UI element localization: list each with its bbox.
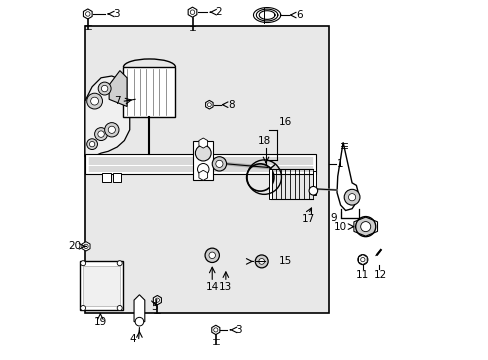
Text: 16: 16 [278,117,291,127]
Text: 19: 19 [94,317,107,327]
Circle shape [204,248,219,262]
Text: 11: 11 [355,270,369,280]
Text: 4: 4 [129,333,136,343]
Circle shape [207,103,211,107]
Circle shape [89,141,95,147]
Circle shape [81,261,85,266]
Polygon shape [199,138,207,148]
Polygon shape [82,242,90,251]
Circle shape [117,306,122,311]
Circle shape [98,131,104,137]
Bar [83,266,120,306]
Text: 5: 5 [151,302,158,312]
Circle shape [197,163,208,175]
Bar [268,168,271,199]
Circle shape [190,10,194,14]
Bar [85,26,328,313]
Text: 3: 3 [235,325,241,335]
Bar [102,173,110,181]
Bar [113,173,121,181]
Text: 3: 3 [113,9,119,19]
Circle shape [155,298,159,302]
Polygon shape [134,295,144,321]
Circle shape [360,222,370,231]
Circle shape [208,252,215,258]
Circle shape [81,306,85,311]
Polygon shape [211,325,220,334]
Circle shape [94,128,107,140]
Text: 10: 10 [333,222,346,231]
Circle shape [213,328,218,332]
Circle shape [255,255,267,268]
Circle shape [86,93,102,109]
Text: 9: 9 [330,213,336,222]
Circle shape [86,139,97,149]
Circle shape [83,244,88,248]
Text: 1: 1 [336,159,343,169]
Circle shape [348,194,355,201]
Circle shape [90,97,99,105]
Polygon shape [205,100,213,109]
Polygon shape [336,142,358,211]
Polygon shape [153,296,161,305]
Bar [123,67,175,117]
Circle shape [344,189,359,205]
Text: 17: 17 [301,214,314,224]
Circle shape [360,257,364,262]
Text: 12: 12 [373,270,386,280]
Bar [80,261,123,310]
Circle shape [258,258,264,264]
Polygon shape [109,71,127,107]
Circle shape [357,255,367,265]
Polygon shape [188,7,197,17]
Bar [312,171,316,195]
Circle shape [215,160,223,167]
Text: 20: 20 [68,241,81,251]
Text: 8: 8 [228,100,235,110]
Text: 7: 7 [114,96,121,106]
Polygon shape [83,9,92,19]
Bar [85,154,316,174]
Text: 18: 18 [257,136,270,146]
Circle shape [85,12,90,16]
Circle shape [135,318,143,326]
Text: 14: 14 [205,282,219,292]
Polygon shape [358,255,366,265]
Circle shape [195,145,211,161]
Bar [193,140,213,180]
Text: 6: 6 [296,10,303,20]
Polygon shape [199,170,207,180]
Circle shape [355,217,375,237]
Circle shape [98,82,111,95]
Circle shape [212,157,226,171]
Text: 2: 2 [215,7,221,17]
Text: 13: 13 [219,282,232,292]
Circle shape [101,85,108,92]
Text: 15: 15 [279,256,292,266]
Circle shape [117,261,122,266]
Circle shape [108,126,115,134]
Circle shape [104,123,119,137]
Circle shape [308,186,317,195]
Polygon shape [85,76,129,157]
